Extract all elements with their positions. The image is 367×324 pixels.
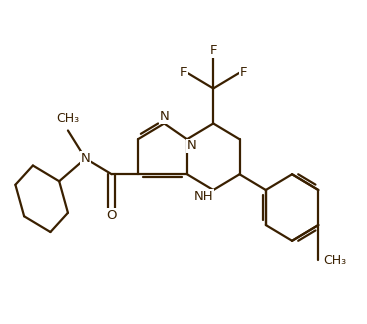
Text: N: N [81,152,90,165]
Text: O: O [106,209,117,222]
Text: N: N [159,110,169,123]
Text: N: N [187,139,197,152]
Text: NH: NH [194,190,213,203]
Text: CH₃: CH₃ [57,112,80,125]
Text: CH₃: CH₃ [324,254,347,267]
Text: F: F [179,66,187,79]
Text: F: F [210,44,217,57]
Text: F: F [240,66,247,79]
